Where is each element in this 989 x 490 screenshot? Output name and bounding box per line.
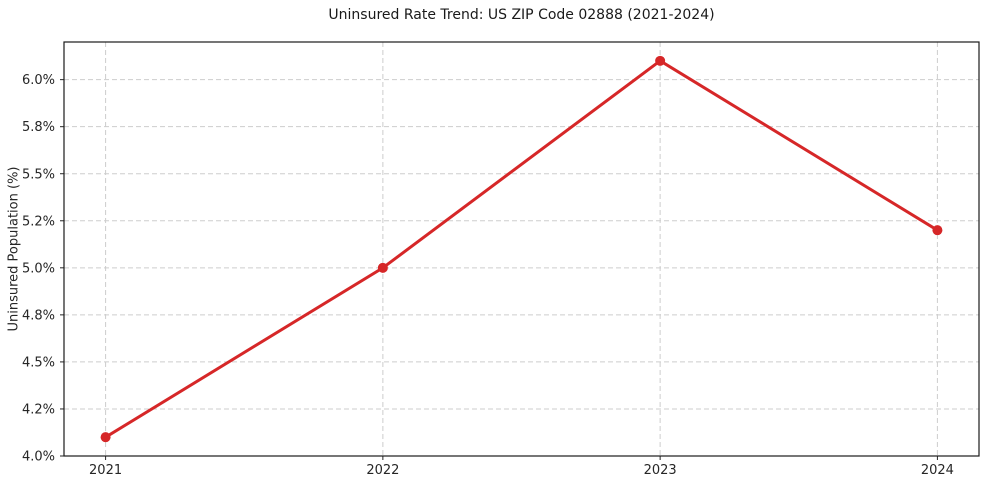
data-point-2024: [932, 225, 943, 236]
y-tick-label: 5.0%: [22, 261, 55, 276]
y-tick-label: 5.5%: [22, 167, 55, 182]
y-tick-label: 5.2%: [22, 214, 55, 229]
data-point-2023: [655, 55, 666, 66]
chart-title: Uninsured Rate Trend: US ZIP Code 02888 …: [328, 7, 715, 23]
data-point-2021: [100, 432, 111, 443]
y-tick-label: 4.5%: [22, 355, 55, 370]
y-tick-label: 4.2%: [22, 403, 55, 418]
x-tick-label: 2023: [644, 463, 677, 478]
x-tick-label: 2021: [89, 463, 122, 478]
y-tick-label: 5.8%: [22, 120, 55, 135]
plot-border: [63, 41, 980, 457]
series-line: [104, 59, 939, 439]
x-tick-label: 2022: [366, 463, 399, 478]
y-tick-label: 6.0%: [22, 73, 55, 88]
x-tick-label: 2024: [921, 463, 954, 478]
axes-background: [64, 42, 979, 456]
y-tick-label: 4.8%: [22, 308, 55, 323]
data-point-2022: [377, 262, 388, 273]
y-tick-label: 4.0%: [22, 450, 55, 465]
